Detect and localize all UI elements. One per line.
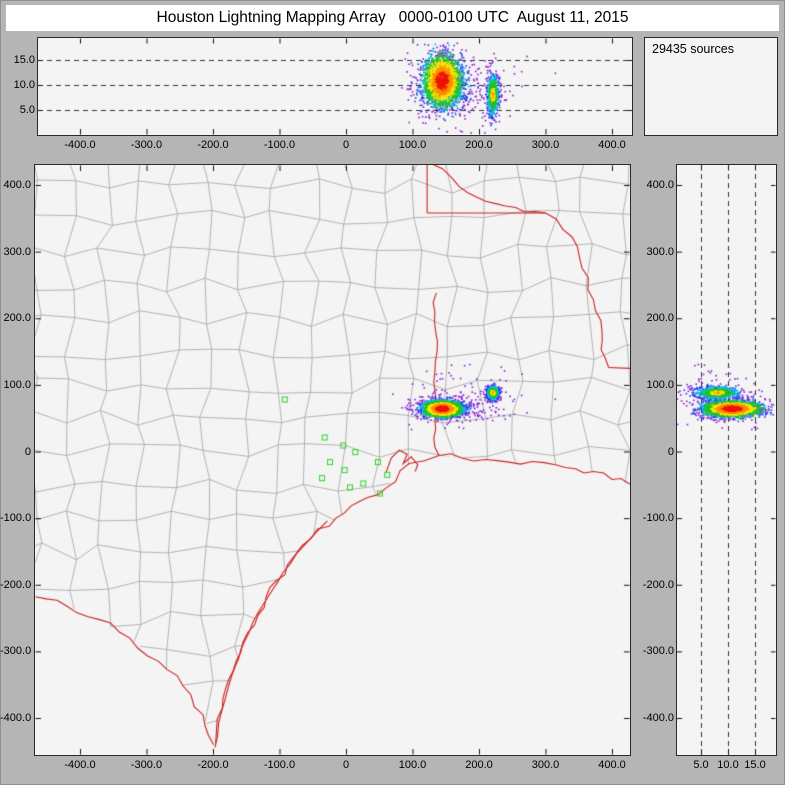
tick-label: -100.0 [263,139,296,151]
tick-label: 5.0 [693,759,709,771]
tick-label: -300.0 [130,139,163,151]
sources-count-panel: 29435 sources [644,37,778,136]
tick-label: -300.0 [130,759,163,771]
tick-label: 100.0 [646,378,674,391]
tick-label: -200.0 [197,759,229,771]
plan-view-map-plot [35,165,630,755]
tick-label: 200.0 [646,312,674,325]
tick-label: 200.0 [465,759,493,771]
tick-label: -400.0 [0,712,32,724]
sources-count-label: 29435 sources [652,42,735,56]
tick-label: 400.0 [598,759,626,771]
tick-label: -200.0 [197,139,229,151]
tick-label: 0 [667,445,674,458]
tick-label: 300.0 [3,245,31,258]
tick-label: -300.0 [0,645,32,658]
tick-label: 400.0 [3,179,31,191]
tick-label: 300.0 [531,759,560,771]
tick-label: -200.0 [0,578,32,591]
title-bar: Houston Lightning Mapping Array 0000-010… [6,5,779,31]
tick-label: 400.0 [598,139,626,151]
tick-label: 100.0 [3,378,31,391]
page-title: Houston Lightning Mapping Array 0000-010… [156,9,629,26]
tick-label: -100.0 [0,512,32,525]
tick-label: -400.0 [64,759,96,771]
tick-label: 10.0 [13,79,35,91]
altitude-vs-northsouth-plot [677,165,776,755]
tick-label: 200.0 [3,312,31,325]
tick-label: -100.0 [263,759,296,771]
tick-label: 100.0 [398,759,427,771]
tick-label: 15.0 [13,54,35,66]
tick-label: -200.0 [642,578,674,591]
tick-label: 100.0 [398,139,427,151]
tick-label: 10.0 [717,759,739,771]
plan-view-map-panel [34,164,631,756]
tick-label: 0 [342,759,350,771]
altitude-vs-eastwest-plot [38,38,632,135]
tick-label: 300.0 [531,139,560,151]
tick-label: -400.0 [64,139,96,151]
tick-label: 200.0 [465,139,493,151]
tick-label: 15.0 [744,759,766,771]
tick-label: 0 [24,445,31,458]
tick-label: 300.0 [646,245,674,258]
altitude-vs-northsouth-panel [676,164,777,756]
tick-label: 400.0 [646,179,674,191]
tick-label: -400.0 [642,712,674,724]
tick-label: -100.0 [642,512,674,525]
tick-label: -300.0 [642,645,674,658]
altitude-vs-eastwest-panel [37,37,633,136]
tick-label: 5.0 [19,104,35,116]
tick-label: 0 [342,139,350,151]
